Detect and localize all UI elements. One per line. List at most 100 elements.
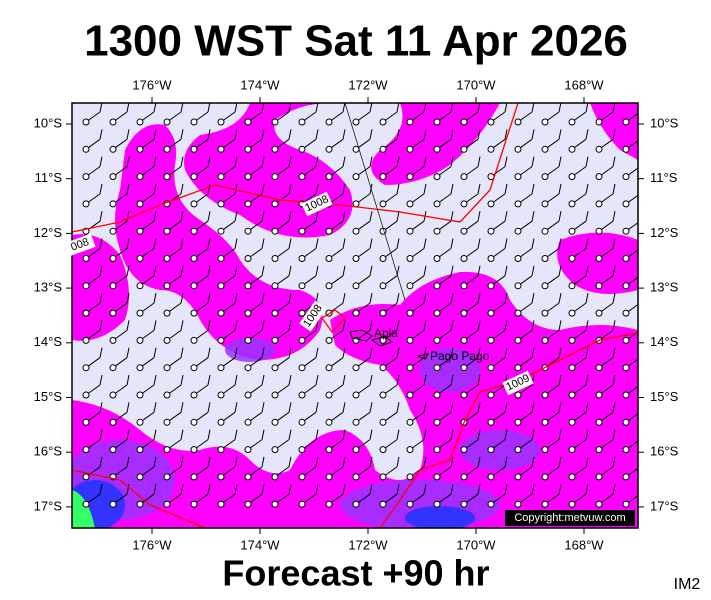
wind-barb [271, 402, 292, 426]
barb-flag [99, 402, 103, 413]
wind-barb [109, 238, 130, 262]
barb-station [244, 255, 252, 262]
barb-flag [369, 320, 373, 331]
barb-station [379, 473, 387, 481]
wind-barb [325, 265, 346, 290]
barb-station [109, 336, 117, 344]
barb-station [271, 227, 279, 235]
barb-flag [450, 374, 454, 386]
barb-station [190, 200, 198, 208]
barb-flag [207, 293, 211, 304]
barb-flag [288, 347, 292, 358]
wind-barb [190, 265, 211, 290]
barb-flag [315, 183, 319, 194]
barb-flag [369, 429, 373, 440]
barb-station [595, 500, 603, 508]
barb-flag [180, 456, 184, 467]
barb-flag [369, 456, 373, 467]
barb-station [568, 227, 576, 235]
barb-station [163, 145, 171, 153]
barb-flag [126, 402, 130, 413]
barb-flag [558, 238, 562, 249]
wind-barb [163, 238, 184, 262]
wind-barb [244, 347, 265, 372]
wind-barb [352, 374, 373, 399]
wind-barb [109, 129, 130, 153]
barb-flag [207, 320, 211, 331]
wind-barb [433, 402, 454, 426]
barb-flag [504, 183, 508, 194]
barb-flag [396, 293, 400, 304]
wind-barb [568, 265, 589, 290]
wind-barb [217, 429, 238, 454]
barb-flag [612, 265, 616, 276]
barb-flag [396, 183, 400, 194]
barb-station [190, 500, 198, 508]
barb-station [82, 418, 90, 426]
barb-station [109, 145, 117, 153]
wind-barb [82, 211, 103, 235]
wind-barb [595, 293, 616, 317]
barb-flag [342, 293, 346, 304]
isobar-label-box [502, 370, 534, 396]
barb-flag [180, 156, 184, 167]
wind-barb [568, 103, 589, 126]
wind-barb [541, 293, 562, 317]
wind-barb [298, 347, 319, 372]
barb-flag [640, 184, 642, 194]
barb-station [190, 145, 198, 153]
barb-station [109, 227, 117, 235]
barb-station [622, 227, 630, 235]
barb-station [622, 500, 630, 508]
wind-barb [487, 238, 508, 262]
wind-barb [325, 402, 346, 426]
barb-flag [504, 129, 508, 140]
wind-barb [136, 374, 157, 399]
barb-flag [288, 265, 292, 276]
wind-barb [325, 320, 346, 344]
barb-flag [504, 484, 508, 495]
wind-barb [163, 156, 184, 181]
barb-flag [126, 429, 130, 440]
barb-station [487, 418, 495, 426]
barb-station [460, 364, 468, 372]
wind-barb [514, 320, 535, 344]
barb-station [433, 145, 441, 153]
barb-station [487, 255, 495, 262]
lat-label-right: 10°S [650, 115, 679, 130]
barb-station [163, 446, 171, 454]
barb-station [82, 145, 90, 153]
barb-station [271, 418, 279, 426]
wind-barb [217, 402, 238, 426]
wind-barb [541, 320, 562, 344]
barb-station [109, 446, 117, 454]
barb-station [271, 391, 279, 399]
barb-station [244, 118, 252, 126]
barb-flag [531, 238, 535, 249]
wind-barb [325, 484, 346, 508]
barb-station [217, 364, 225, 372]
wind-barb [163, 429, 184, 454]
wind-barb [217, 347, 238, 372]
barb-flag [315, 129, 319, 140]
barb-flag [640, 293, 642, 303]
barb-station [541, 418, 549, 426]
wind-barb [541, 429, 562, 454]
barb-station [352, 282, 360, 290]
wind-barb [541, 374, 562, 399]
barb-station [568, 446, 576, 454]
barb-flag [126, 484, 130, 495]
barb-flag [612, 374, 616, 386]
barb-flag [450, 429, 454, 440]
wind-barb [82, 402, 103, 426]
barb-flag [126, 238, 130, 249]
wind-barb [298, 211, 319, 235]
barb-station [136, 118, 144, 126]
barb-flag [640, 375, 642, 385]
lat-label-left: 15°S [34, 389, 63, 404]
wind-barb [271, 293, 292, 317]
barb-flag [504, 320, 508, 331]
barb-station [487, 473, 495, 481]
barb-station [433, 473, 441, 481]
wind-barb [460, 484, 481, 508]
